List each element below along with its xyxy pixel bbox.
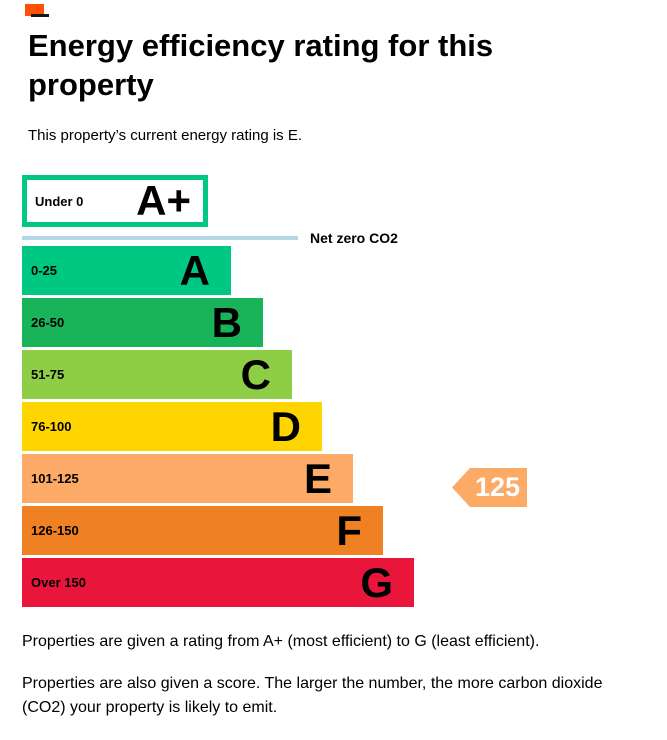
net-zero-label: Net zero CO2 xyxy=(310,230,398,246)
current-rating-text: This property’s current energy rating is… xyxy=(28,127,303,144)
band-range: 51-75 xyxy=(31,367,65,382)
band-letter: A+ xyxy=(136,177,191,224)
band-letter: F xyxy=(336,506,362,554)
score-value: 125 xyxy=(474,472,521,502)
band-letter: G xyxy=(360,558,393,606)
band-range: Under 0 xyxy=(35,193,84,209)
orange-marker-fill xyxy=(25,4,44,16)
band-range: 26-50 xyxy=(31,315,65,330)
orange-marker-shadow xyxy=(31,14,49,17)
band-range: Over 150 xyxy=(31,575,86,590)
band-row-c: 51-75 C xyxy=(22,350,292,399)
band-row-a-plus: Under 0 A+ xyxy=(22,175,208,227)
band-row-b: 26-50 B xyxy=(22,298,263,347)
band-row-a: 0-25 A xyxy=(22,246,231,295)
page-title-line1: Energy efficiency rating for this xyxy=(28,28,494,63)
band-row-e: 101-125 E xyxy=(22,454,353,503)
orange-marker xyxy=(25,4,51,18)
band-letter: D xyxy=(270,402,301,450)
net-zero-line xyxy=(22,236,298,240)
band-range: 126-150 xyxy=(31,523,79,538)
band-letter: B xyxy=(211,298,242,346)
band-letter: E xyxy=(303,454,332,502)
rating-explanation: Properties are given a rating from A+ (m… xyxy=(22,633,540,650)
band-range: 101-125 xyxy=(31,471,79,486)
rating-bands: 0-25 A 26-50 B 51-75 C 76-100 D 101-125 E 126-150 F… xyxy=(22,246,414,610)
band-row-d: 76-100 D xyxy=(22,402,322,451)
band-letter: C xyxy=(240,350,271,398)
band-row-g: Over 150 G xyxy=(22,558,414,607)
page-title-line2: property xyxy=(28,67,154,102)
energy-rating-chart: Under 0 A+ Net zero CO2 0-25 A 26-50 B 51-75… xyxy=(22,175,642,608)
band-range: 76-100 xyxy=(31,419,72,434)
band-range: 0-25 xyxy=(31,263,58,278)
page-title: Energy efficiency rating for this propert… xyxy=(28,26,493,104)
score-pointer: 125 xyxy=(452,468,527,507)
score-explanation: Properties are also given a score. The l… xyxy=(22,675,603,716)
band-letter: A xyxy=(179,246,210,294)
band-row-f: 126-150 F xyxy=(22,506,383,555)
